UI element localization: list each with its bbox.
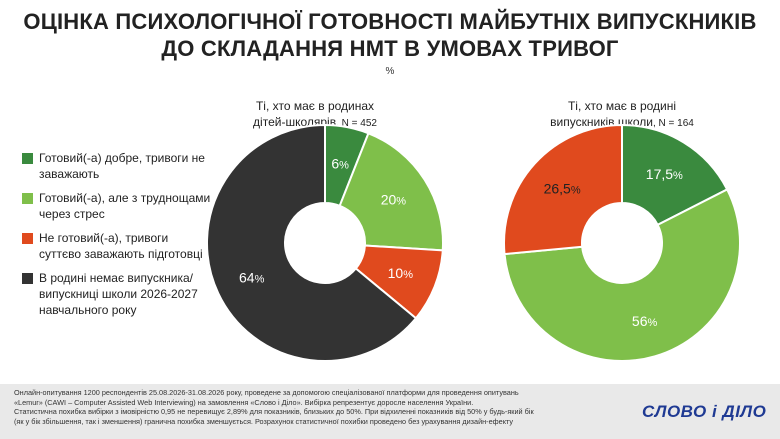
chart-2-subtitle-line-1: Ті, хто має в родині <box>567 99 677 113</box>
legend-label-no-graduate: В родині немає випускника/випускниці шко… <box>39 271 198 317</box>
legend-label-ready: Готовий(-а) добре, тривоги не заважають <box>39 151 205 181</box>
pie-chart-graduates: 17,5% 56% 26,5% <box>503 123 741 362</box>
page-title: ОЦІНКА ПСИХОЛОГІЧНОЇ ГОТОВНОСТІ МАЙБУТНІ… <box>20 8 760 62</box>
legend-item-ready-with-stress: Готовий(-а), але з труднощами через стре… <box>22 190 212 222</box>
graduates-value-label-3: 26,5% <box>544 180 581 196</box>
schoolchildren-value-label-3: 10% <box>388 265 414 281</box>
legend-item-not-ready: Не готовий(-а), тривоги суттєво заважают… <box>22 230 212 262</box>
methodology-note: Онлайн-опитування 1200 респондентів 25.0… <box>14 388 594 426</box>
methodology-line-2: «Lemur» (CAWI – Computer Assisted Web In… <box>14 397 474 407</box>
schoolchildren-value-label-4: 64% <box>239 269 265 285</box>
title-line-1: ОЦІНКА ПСИХОЛОГІЧНОЇ ГОТОВНОСТІ МАЙБУТНІ… <box>23 9 757 34</box>
legend-swatch-no-graduate <box>22 273 33 284</box>
schoolchildren-slice-4 <box>206 123 418 362</box>
chart-2-subtitle: Ті, хто має в родині випускників школи, … <box>522 98 722 132</box>
methodology-line-1: Онлайн-опитування 1200 респондентів 25.0… <box>14 388 519 397</box>
chart-1-subtitle-line-1: Ті, хто має в родинах <box>255 99 375 113</box>
graduates-value-label-2: 56% <box>632 313 658 329</box>
legend-swatch-not-ready <box>22 233 33 244</box>
title-line-2: ДО СКЛАДАННЯ НМТ В УМОВАХ ТРИВОГ <box>161 36 619 61</box>
methodology-line-4: (як у бік збільшення, так і зменшення) г… <box>14 416 514 426</box>
schoolchildren-value-label-2: 20% <box>381 192 407 208</box>
graduates-slice-2 <box>503 188 741 362</box>
chart-2-n-label: , N = 164 <box>652 118 694 129</box>
legend-swatch-ready-with-stress <box>22 193 33 204</box>
graduates-slice-3 <box>503 123 623 256</box>
graduates-slice-1 <box>621 123 729 227</box>
footer: Онлайн-опитування 1200 респондентів 25.0… <box>0 384 780 439</box>
schoolchildren-slice-2 <box>338 131 444 252</box>
unit-label: % <box>385 66 395 77</box>
graduates-value-label-1: 17,5% <box>646 166 683 182</box>
brand-logo: СЛОВО і ДІЛО <box>642 402 767 421</box>
legend-item-ready: Готовий(-а) добре, тривоги не заважають <box>22 150 212 182</box>
legend-swatch-ready <box>22 153 33 164</box>
methodology-line-3: Статистична похибка вибірки з імовірніст… <box>14 407 534 417</box>
schoolchildren-value-label-1: 6% <box>331 155 349 171</box>
chart-1-n-label: , N = 452 <box>336 118 377 129</box>
legend: Готовий(-а) добре, тривоги не заважають … <box>22 150 212 326</box>
legend-label-not-ready: Не готовий(-а), тривоги суттєво заважают… <box>39 231 203 261</box>
pie-chart-schoolchildren: 6% 20% 10% 64% <box>206 123 444 362</box>
legend-item-no-graduate: В родині немає випускника/випускниці шко… <box>22 270 212 318</box>
legend-label-ready-with-stress: Готовий(-а), але з труднощами через стре… <box>39 191 211 221</box>
